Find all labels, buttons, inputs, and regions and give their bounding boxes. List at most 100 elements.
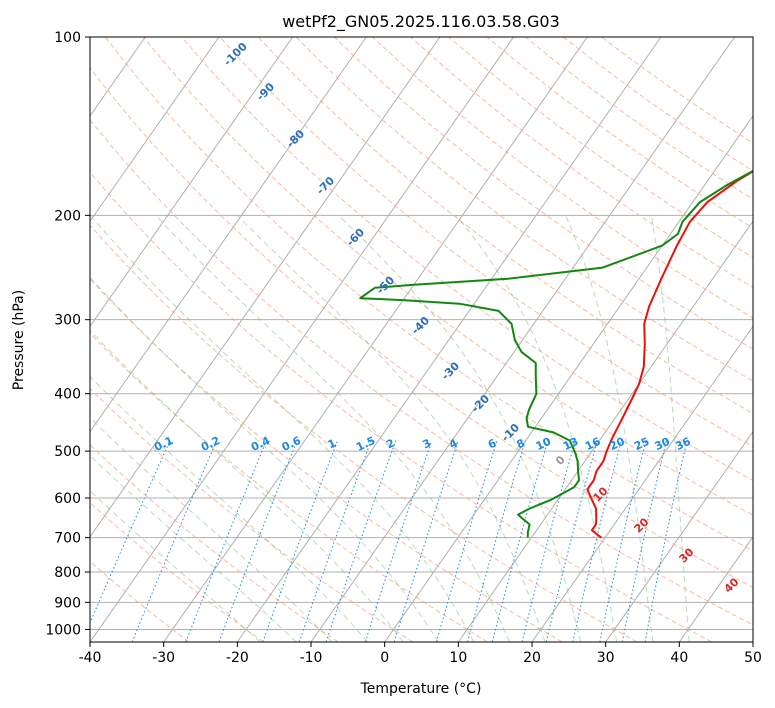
mixing-ratio-label: 4 (447, 436, 460, 451)
moist-adiabat-label: -70 (314, 174, 337, 197)
moist-adiabat-line (90, 329, 404, 642)
x-tick-label: 30 (597, 650, 615, 666)
mixing-ratio-line (599, 440, 647, 642)
y-tick-label: 300 (54, 313, 81, 329)
dry-adiabat-line (90, 387, 414, 642)
dry-adiabat-line (295, 37, 753, 382)
x-tick-label: -40 (79, 650, 102, 666)
x-tick-label: 50 (744, 650, 762, 666)
sounding-profiles (359, 169, 753, 539)
mixing-ratio-label: 25 (632, 435, 651, 453)
mixing-ratio-line (90, 440, 171, 625)
dewpoint-profile-line (359, 169, 753, 538)
x-tick-label: 10 (449, 650, 467, 666)
isotherm-gridline (457, 220, 753, 642)
moist-adiabat-line (90, 276, 439, 642)
mixing-ratio-label: 13 (561, 435, 580, 453)
dry-adiabat-line (90, 66, 753, 588)
x-tick-label: -30 (152, 650, 175, 666)
y-tick-label: 200 (54, 208, 81, 224)
x-tick-label: 20 (523, 650, 541, 666)
mixing-ratio-label: 2 (384, 436, 396, 451)
dry-adiabat-line (143, 37, 753, 516)
y-tick-label: 700 (54, 531, 81, 547)
isotherm-gridline (310, 37, 736, 642)
moist-adiabat-label: -40 (409, 314, 432, 337)
moist-adiabat-line (90, 214, 475, 642)
isotherm-gridline (163, 37, 588, 642)
dry-adiabat-line (90, 171, 712, 642)
mixing-ratio-line (572, 440, 622, 642)
moist-adiabat-label: -30 (439, 359, 462, 382)
mixing-ratio-line (621, 440, 667, 642)
moist-adiabat-line (650, 215, 690, 642)
isotherm-gridline (90, 37, 441, 538)
temperature-profile-line (586, 170, 753, 539)
dry-adiabat-line (90, 501, 264, 642)
moist-adiabat-label: -90 (254, 80, 277, 103)
isotherm-gridline (605, 430, 753, 642)
mixing-ratio-line (521, 440, 576, 642)
moist-adiabat-line (236, 214, 546, 642)
isotherm-gridline (90, 37, 294, 328)
x-tick-label: -10 (300, 650, 323, 666)
y-tick-label: 900 (54, 595, 81, 611)
y-axis-title: Pressure (hPa) (11, 290, 27, 390)
reference-lines (90, 37, 753, 642)
isotherm-gridline (90, 37, 220, 223)
y-axis-ticks: 100 200 300 400 500 600 700 800 900 1000 (45, 30, 90, 638)
dry-adiabat-line (334, 37, 753, 350)
moist-adiabat-label: -50 (374, 273, 397, 296)
moist-adiabat-label: -80 (284, 127, 307, 150)
moist-adiabat-line (90, 417, 333, 642)
mixing-ratio-label: 36 (673, 435, 693, 453)
moist-adiabat-line (90, 490, 261, 642)
moist-adiabat-label: -100 (221, 40, 250, 69)
mixing-ratio-label: 30 (653, 435, 673, 453)
dry-adiabat-line (372, 37, 753, 319)
dry-adiabat-line (181, 37, 753, 482)
dry-adiabat-line (448, 37, 753, 259)
mixing-ratio-line (393, 440, 459, 642)
moist-adiabat-line (565, 215, 654, 642)
mixing-ratio-label: 20 (607, 435, 627, 453)
mixing-ratio-line (467, 440, 526, 642)
mixing-ratio-label: 6 (486, 436, 499, 451)
dry-adiabat-line (90, 332, 488, 642)
mixing-ratio-line (298, 440, 372, 642)
reference-line-labels: 0.1 0.2 0.4 0.6 1 1.5 2 3 4 6 8 10 13 16 20 25 30 36-100-… (152, 40, 742, 596)
plot-frame (89, 36, 754, 643)
dry-adiabat-line (219, 37, 753, 448)
dry-adiabat-line (90, 278, 563, 642)
dry-adiabat-line (90, 560, 190, 642)
gridlines (90, 37, 753, 642)
dry-adiabat-line (90, 444, 339, 642)
mixing-ratio-line (131, 440, 218, 642)
x-axis-ticks: -40 -30 -20 -10 0 10 20 30 40 50 (79, 642, 762, 666)
x-tick-label: 0 (380, 650, 389, 666)
x-tick-label: 40 (670, 650, 688, 666)
dry-adiabat-label: 30 (677, 545, 697, 565)
moist-adiabat-line (155, 214, 510, 642)
mixing-ratio-line (435, 440, 498, 642)
isotherm-gridline (236, 37, 662, 642)
y-tick-label: 400 (54, 387, 81, 403)
x-axis-title: Temperature (°C) (360, 681, 482, 697)
y-tick-label: 600 (54, 491, 81, 507)
y-tick-label: 800 (54, 565, 81, 581)
isotherm-gridline (752, 641, 753, 642)
moist-adiabat-line (90, 375, 369, 642)
dry-adiabat-line (486, 37, 753, 229)
isotherm-gridline (531, 325, 753, 642)
mixing-ratio-line (364, 440, 433, 642)
mixing-ratio-line (491, 440, 549, 642)
mixing-ratio-line (644, 440, 688, 642)
y-tick-label: 100 (54, 30, 81, 46)
isotherm-gridline (678, 535, 753, 642)
mixing-ratio-line (325, 440, 397, 642)
mixing-ratio-line (545, 440, 598, 642)
mixing-ratio-label: 16 (583, 435, 603, 453)
isotherm-gridline (384, 115, 753, 642)
moist-adiabat-line (338, 214, 582, 642)
